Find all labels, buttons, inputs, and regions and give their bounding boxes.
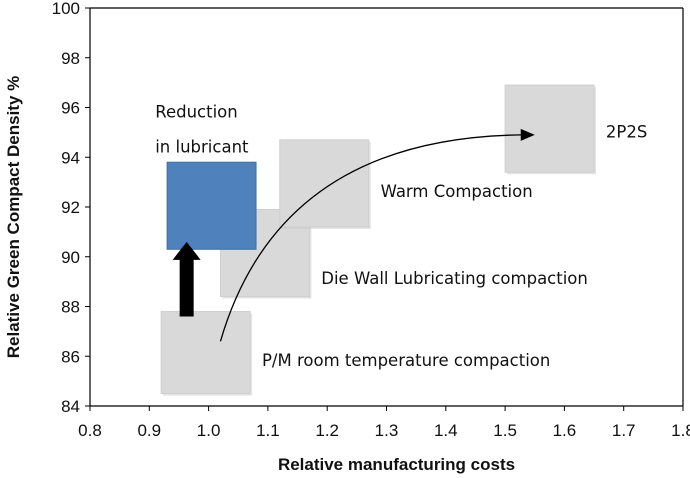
x-tick-label: 1.7	[612, 421, 636, 440]
annotation-label: Die Wall Lubricating compaction	[321, 269, 588, 288]
process-region-3	[504, 84, 595, 173]
annotation-label: P/M room temperature compaction	[262, 351, 550, 370]
x-tick-label: 1.8	[671, 421, 690, 440]
y-tick-label: 90	[61, 248, 80, 267]
curved-trend-arrow	[219, 134, 523, 342]
y-tick-label: 84	[61, 397, 80, 416]
lubricant-reduction-region	[166, 161, 257, 250]
y-tick-label: 86	[61, 347, 80, 366]
x-tick-label: 0.9	[137, 421, 161, 440]
arrows	[172, 128, 535, 342]
annotation-label: in lubricant	[155, 137, 249, 156]
y-ticks: 84 86 88 90 92 94 96 98 100	[52, 0, 90, 416]
x-tick-label: 1.2	[315, 421, 339, 440]
x-tick-label: 0.8	[78, 421, 102, 440]
annotations: Reduction in lubricant Warm Compaction Die …	[155, 102, 647, 370]
y-tick-label: 98	[61, 49, 80, 68]
y-tick-label: 94	[61, 148, 80, 167]
y-axis-title: Relative Green Compact Density %	[4, 76, 23, 358]
x-tick-label: 1.0	[197, 421, 221, 440]
annotation-label: Reduction	[155, 102, 237, 121]
y-tick-label: 88	[61, 298, 80, 317]
regions	[160, 84, 597, 396]
y-tick-label: 96	[61, 99, 80, 118]
y-tick-label: 100	[52, 0, 80, 18]
x-tick-label: 1.3	[375, 421, 399, 440]
annotation-label: Warm Compaction	[381, 182, 533, 201]
block-arrow-up	[172, 241, 201, 317]
x-axis-title: Relative manufacturing costs	[278, 455, 515, 474]
annotation-label: 2P2S	[606, 122, 647, 141]
y-tick-label: 92	[61, 198, 80, 217]
x-tick-label: 1.5	[493, 421, 517, 440]
x-tick-label: 1.4	[434, 421, 458, 440]
x-ticks: 0.8 0.9 1.0 1.1 1.2 1.3 1.4 1.5 1.6 1.7 1.8	[78, 406, 690, 440]
process-region-0	[160, 310, 251, 395]
process-region-2	[279, 139, 370, 228]
arrowhead	[520, 128, 535, 141]
x-tick-label: 1.1	[256, 421, 280, 440]
x-tick-label: 1.6	[553, 421, 577, 440]
